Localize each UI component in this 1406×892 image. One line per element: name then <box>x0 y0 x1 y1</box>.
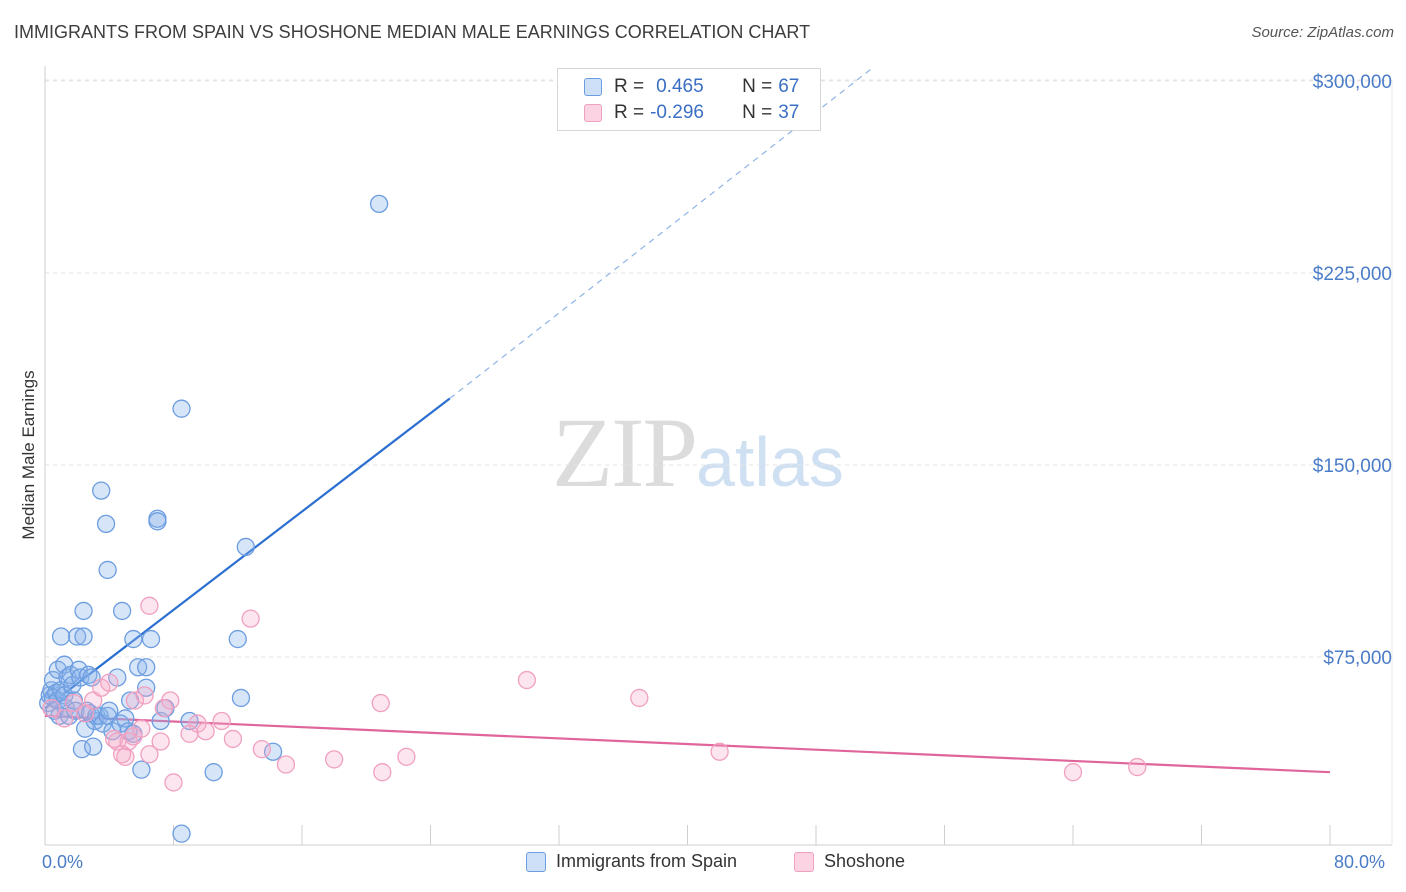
point-shoshone <box>164 773 183 792</box>
point-shoshone <box>140 596 159 615</box>
bottom-legend-swatch-pink <box>794 851 814 872</box>
bottom-legend-label: Shoshone <box>824 851 906 871</box>
point-shoshone <box>397 747 416 766</box>
bottom-legend-spain: Immigrants from Spain <box>526 851 737 872</box>
point-shoshone <box>64 693 84 713</box>
point-spain <box>96 514 116 534</box>
point-shoshone <box>196 722 215 741</box>
point-spain <box>369 194 389 214</box>
y-tick-label: $75,000 <box>1323 648 1392 669</box>
legend-n-value: 37 <box>778 102 800 123</box>
legend-r-label: R = <box>614 102 645 123</box>
point-shoshone <box>212 711 231 731</box>
legend-n-label: N = <box>742 102 773 123</box>
point-spain <box>124 629 143 649</box>
point-shoshone <box>140 745 159 764</box>
point-spain <box>100 701 119 720</box>
trend-line-spain <box>44 397 451 710</box>
point-spain <box>84 737 103 756</box>
y-tick-label: $300,000 <box>1313 72 1392 93</box>
point-shoshone <box>324 750 344 769</box>
trend-line-spain-extension <box>449 67 873 399</box>
point-spain <box>172 824 191 843</box>
legend-r-value: 0.465 <box>656 76 704 97</box>
legend-n-value: 67 <box>778 76 800 97</box>
point-spain <box>148 512 167 531</box>
point-spain <box>79 665 98 685</box>
y-tick-labels: $75,000 $150,000 $225,000 $300,000 <box>1313 72 1392 669</box>
gridlines <box>45 79 1392 658</box>
point-spain <box>228 629 247 649</box>
legend-swatch-pink <box>584 104 602 122</box>
point-spain <box>236 537 255 557</box>
point-spain <box>67 627 87 646</box>
trend-lines <box>44 67 1331 774</box>
y-tick-label: $150,000 <box>1313 456 1392 477</box>
point-shoshone <box>517 670 537 690</box>
point-spain <box>72 740 92 759</box>
legend-r-value: -0.296 <box>650 102 704 123</box>
point-shoshone <box>151 732 170 751</box>
point-spain <box>74 627 93 646</box>
point-shoshone <box>125 691 145 710</box>
bottom-legend-shoshone: Shoshone <box>794 851 905 872</box>
point-spain <box>112 601 132 621</box>
legend-r-label: R = <box>614 76 645 97</box>
point-shoshone <box>373 763 392 782</box>
point-shoshone <box>42 699 61 718</box>
point-shoshone <box>371 693 390 713</box>
legend-n-label: N = <box>742 76 773 97</box>
point-shoshone <box>1063 763 1083 782</box>
bottom-legend-label: Immigrants from Spain <box>556 851 738 871</box>
point-spain <box>263 742 283 761</box>
legend-row-shoshone: R = -0.296 N = 37 <box>584 100 799 126</box>
y-axis-label: Median Male Earnings <box>19 370 38 539</box>
watermark: ZIPatlas <box>552 395 844 510</box>
point-spain <box>132 760 151 779</box>
point-shoshone <box>100 673 119 692</box>
point-spain <box>98 560 117 580</box>
point-shoshone <box>104 729 124 749</box>
point-shoshone <box>1128 757 1147 777</box>
correlation-legend: R = 0.465 N = 67 R = -0.296 N = 37 <box>557 68 821 131</box>
point-spain <box>204 763 223 782</box>
source-label: Source: ZipAtlas.com <box>1251 24 1394 41</box>
point-shoshone <box>710 742 729 761</box>
point-spain <box>74 601 93 621</box>
legend-row-spain: R = 0.465 N = 67 <box>584 74 799 100</box>
point-shoshone <box>630 688 649 708</box>
point-spain <box>92 481 111 500</box>
watermark-zip: ZIP <box>552 397 698 508</box>
bottom-legend-swatch-blue <box>526 851 546 872</box>
point-shoshone <box>135 686 154 705</box>
point-spain <box>172 399 191 418</box>
point-shoshone <box>223 729 243 749</box>
point-spain <box>141 629 161 649</box>
point-spain <box>231 688 251 708</box>
point-shoshone <box>252 740 271 759</box>
point-shoshone <box>276 755 296 774</box>
y-tick-label: $225,000 <box>1313 264 1392 285</box>
trend-line-shoshone <box>44 714 1331 774</box>
point-spain <box>51 627 71 646</box>
point-shoshone <box>132 719 151 738</box>
x-tick-label-end: 80.0% <box>1334 852 1386 872</box>
watermark-atlas: atlas <box>696 423 844 501</box>
point-shoshone <box>116 747 135 766</box>
legend-swatch-blue <box>584 78 602 96</box>
point-shoshone <box>55 709 74 728</box>
x-tick-label-start: 0.0% <box>42 852 84 872</box>
point-shoshone <box>241 609 260 628</box>
data-points <box>39 194 1147 843</box>
axes <box>44 66 1393 846</box>
point-spain <box>137 678 156 697</box>
point-spain <box>137 658 156 677</box>
chart-title: IMMIGRANTS FROM SPAIN VS SHOSHONE MEDIAN… <box>14 22 811 42</box>
point-shoshone <box>161 691 180 710</box>
